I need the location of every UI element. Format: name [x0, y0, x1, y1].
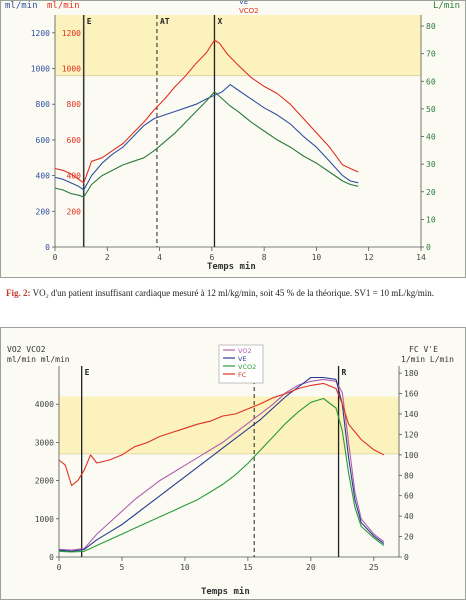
chart-panel-2: 0 5 10 15 20 25 0 1000 2000 3000 4000 0 20 40 60 80 100 1… [0, 327, 466, 600]
x-tick-label: 0 [53, 253, 58, 262]
x-tick-label: 4 [157, 253, 162, 262]
chart-panel-1: 0 2 4 6 8 10 12 14 0 200 400 600 800 1000 1200 200 400 60… [0, 0, 466, 278]
y-axis-label-units: ml/min ml/min [7, 355, 70, 364]
y-tick-label-inner: 800 [67, 100, 82, 109]
y-axis-label-names: VO2 VCO2 [7, 345, 46, 354]
right-axis-label-units: 1/min L/min [401, 355, 454, 364]
legend-vco2: VCO2 [239, 7, 259, 15]
y-right-tick-label: 70 [426, 50, 436, 59]
y-right-tick-label: 0 [426, 243, 431, 252]
legend-box [218, 344, 264, 384]
y-tick-label: 400 [36, 172, 51, 181]
y-tick-label-inner: 200 [67, 207, 82, 216]
marker-label: R [342, 368, 347, 377]
y-right-tick-label: 80 [426, 22, 436, 31]
y-right-tick-label: 140 [404, 410, 419, 419]
y-axis-label-vco2-units: ml/min [5, 1, 38, 11]
y-right-tick-label: 20 [426, 188, 436, 197]
y-right-tick-label: 60 [404, 492, 414, 501]
y-tick-label: 1200 [31, 29, 50, 38]
y-right-tick-label: 40 [404, 512, 414, 521]
caption-label: Fig. 2: [6, 288, 31, 298]
x-tick-label: 8 [262, 253, 267, 262]
y-tick-label: 600 [36, 136, 51, 145]
legend-entry-vo2: VO2 [238, 347, 252, 355]
x-tick-label: 10 [312, 253, 322, 262]
shaded-band [55, 15, 421, 76]
x-tick-label: 6 [209, 253, 214, 262]
legend-entry-ve: VE [238, 355, 247, 363]
y-tick-label: 1000 [35, 515, 54, 524]
y-tick-label: 200 [36, 207, 51, 216]
y-right-tick-label: 0 [404, 553, 409, 562]
legend-entry-fc: FC [238, 371, 247, 379]
series-line-vo2 [54, 91, 359, 198]
x-tick-label: 20 [306, 563, 316, 572]
y-tick-label: 3000 [35, 438, 54, 447]
y-right-tick-label: 60 [426, 77, 436, 86]
chart-1: 0 2 4 6 8 10 12 1402004006008001000120020040060… [5, 1, 460, 272]
figure-caption: Fig. 2: VO₂ d'un patient insuffisant car… [6, 287, 462, 299]
x-tick-label: 25 [369, 563, 379, 572]
y-right-tick-label: 100 [404, 451, 419, 460]
y-right-tick-label: 80 [404, 471, 414, 480]
y-tick-label-inner: 1000 [62, 65, 81, 74]
x-tick-label: 14 [416, 253, 426, 262]
y-tick-label: 2000 [35, 477, 54, 486]
y-right-tick-label: 120 [404, 430, 419, 439]
x-tick-label: 15 [243, 563, 253, 572]
y-tick-label: 1000 [31, 65, 50, 74]
right-axis-label-names: FC V'E [409, 345, 438, 354]
x-tick-label: 0 [57, 563, 62, 572]
y-right-tick-label: 50 [426, 105, 436, 114]
y-tick-label: 4000 [35, 400, 54, 409]
x-tick-label: 5 [120, 563, 125, 572]
x-axis-label: Temps min [207, 261, 256, 272]
y-right-tick-label: 160 [404, 390, 419, 399]
y-right-tick-label: 40 [426, 133, 436, 142]
y-tick-label: 0 [45, 243, 50, 252]
y-right-tick-label: 30 [426, 160, 436, 169]
y-right-tick-label: 180 [404, 369, 419, 378]
y-tick-label: 800 [36, 100, 51, 109]
legend-ve: VE [239, 1, 248, 6]
y-tick-label-inner: 600 [67, 136, 82, 145]
x-tick-label: 2 [105, 253, 110, 262]
y-axis-label-vo2-units: ml/min [47, 1, 80, 11]
marker-label: AT [160, 17, 170, 26]
x-tick-label: 10 [180, 563, 190, 572]
marker-label: E [85, 368, 90, 377]
chart-2: 0 5 10 15 20 25 0 1000 2000 3000 4000 0 20 40 60 80 100 1… [7, 344, 454, 597]
series-line-vco2 [54, 39, 359, 184]
y-right-tick-label: 10 [426, 215, 436, 224]
shaded-band [59, 396, 399, 454]
caption-text: VO₂ d'un patient insuffisant cardiaque m… [30, 288, 434, 298]
legend-entry-vco2: VCO2 [238, 363, 256, 371]
series-line-vco2 [58, 397, 385, 553]
series-line-ve [54, 84, 359, 191]
right-axis-label: L/min [433, 1, 460, 11]
marker-label: X [217, 17, 222, 26]
x-tick-label: 12 [364, 253, 374, 262]
y-right-tick-label: 20 [404, 533, 414, 542]
series-line-fc [58, 382, 385, 487]
y-tick-label: 0 [49, 553, 54, 562]
marker-label: E [87, 17, 92, 26]
x-axis-label: Temps min [201, 586, 250, 597]
y-tick-label-inner: 1200 [62, 29, 81, 38]
series-line-ve [58, 376, 385, 552]
